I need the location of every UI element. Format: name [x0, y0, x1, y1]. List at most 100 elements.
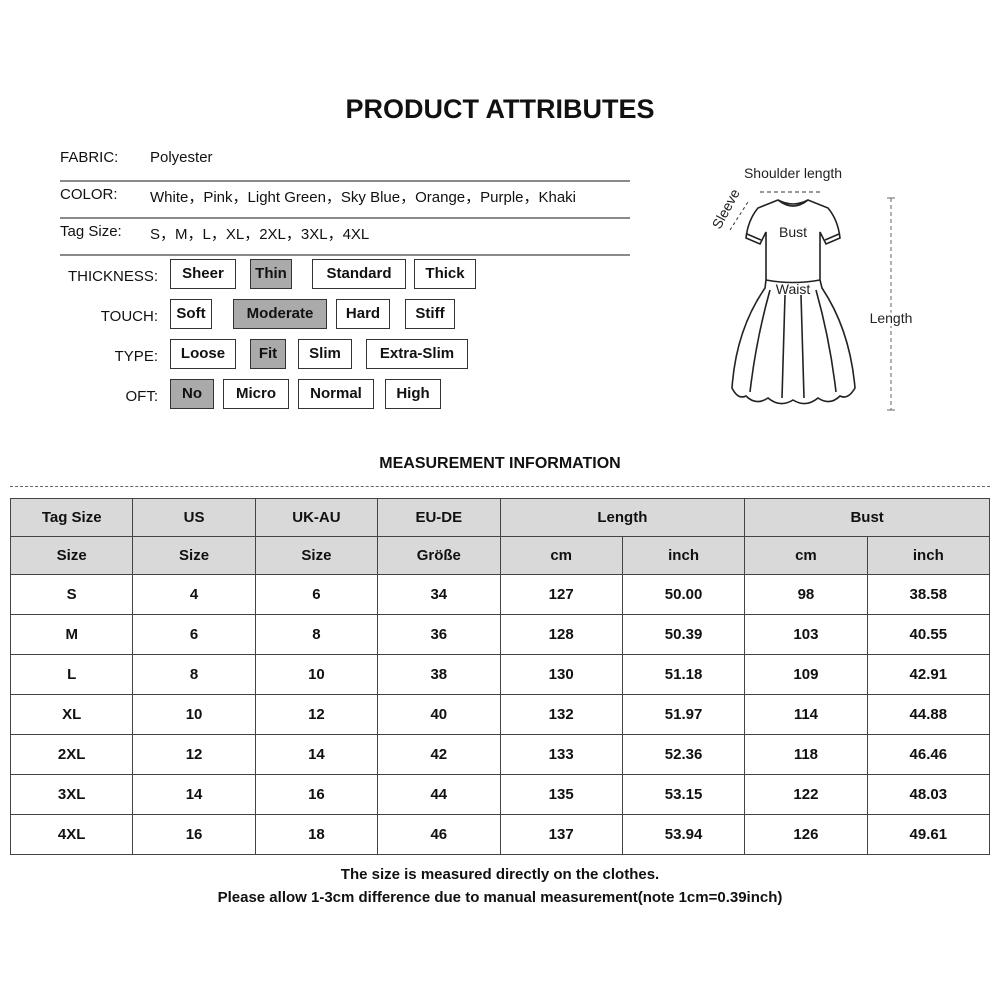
table-cell: 6 — [132, 614, 256, 655]
table-cell: 118 — [744, 734, 868, 775]
option-touch-moderate: Moderate — [233, 299, 327, 329]
table-cell: 4 — [132, 574, 256, 615]
table-row: XL 10 12 40 132 51.97 114 44.88 — [9, 694, 991, 735]
table-cell: 44.88 — [866, 694, 991, 735]
page-title: PRODUCT ATTRIBUTES — [345, 94, 655, 124]
table-cell: 42 — [377, 734, 501, 775]
option-label: TYPE: — [114, 348, 158, 365]
table-cell: M — [9, 614, 134, 655]
table-cell: 51.97 — [621, 694, 746, 735]
table-cell: 109 — [744, 654, 868, 695]
option-touch-soft: Soft — [170, 299, 212, 329]
attr-tag-size: Tag Size: S，M，L，XL，2XL，3XL，4XL — [60, 217, 630, 256]
option-thickness-thick: Thick — [414, 259, 476, 289]
table-cell: 103 — [744, 614, 868, 655]
attr-label: Tag Size: — [60, 223, 122, 240]
subheader-cell: cm — [744, 536, 868, 575]
header-cell: EU-DE — [377, 498, 501, 537]
table-cell: 50.39 — [621, 614, 746, 655]
header-cell: Length — [499, 498, 746, 537]
subheader-cell: Size — [254, 536, 379, 575]
table-cell: 6 — [254, 574, 379, 615]
table-cell: 3XL — [9, 774, 134, 815]
table-cell: 137 — [499, 814, 623, 855]
attr-label: COLOR: — [60, 186, 118, 203]
table-cell: 128 — [499, 614, 623, 655]
table-cell: 49.61 — [866, 814, 991, 855]
table-cell: 46 — [377, 814, 501, 855]
table-cell: 38 — [377, 654, 501, 695]
attr-color: COLOR: White，Pink，Light Green，Sky Blue，O… — [60, 180, 630, 219]
table-cell: 34 — [377, 574, 501, 615]
length-label: Length — [870, 310, 913, 326]
table-cell: 114 — [744, 694, 868, 735]
table-cell: 48.03 — [866, 774, 991, 815]
option-row-type: TYPE: Loose Fit Slim Extra-Slim — [0, 339, 600, 371]
table-cell: 52.36 — [621, 734, 746, 775]
table-row: 4XL 16 18 46 137 53.94 126 49.61 — [9, 814, 991, 855]
header-cell: US — [132, 498, 256, 537]
table-cell: 53.94 — [621, 814, 746, 855]
option-label: OFT: — [125, 388, 159, 405]
measurement-title: MEASUREMENT INFORMATION — [379, 455, 621, 472]
header-cell: Bust — [744, 498, 990, 537]
table-cell: 42.91 — [866, 654, 991, 695]
table-cell: S — [9, 574, 134, 615]
table-row: L 8 10 38 130 51.18 109 42.91 — [9, 654, 991, 695]
subheader-cell: Size — [9, 536, 134, 575]
option-label: THICKNESS: — [67, 268, 158, 285]
table-cell: 8 — [254, 614, 379, 655]
table-cell: 14 — [132, 774, 256, 815]
option-oft-no: No — [170, 379, 214, 409]
table-row: 2XL 12 14 42 133 52.36 118 46.46 — [9, 734, 991, 775]
table-cell: 18 — [254, 814, 379, 855]
option-oft-normal: Normal — [298, 379, 374, 409]
option-thickness-sheer: Sheer — [170, 259, 236, 289]
attr-value: Polyester — [150, 149, 213, 166]
note-measured: The size is measured directly on the clo… — [340, 866, 660, 883]
table-cell: 44 — [377, 774, 501, 815]
table-cell: 12 — [132, 734, 256, 775]
table-cell: 16 — [254, 774, 379, 815]
table-cell: 40 — [377, 694, 501, 735]
option-type-slim: Slim — [298, 339, 352, 369]
table-cell: 127 — [499, 574, 623, 615]
table-cell: 10 — [254, 654, 379, 695]
sleeve-label: Sleeve — [709, 186, 743, 231]
dress-diagram: Shoulder length Sleeve Bust Waist Length — [709, 165, 915, 411]
table-row: M 6 8 36 128 50.39 103 40.55 — [9, 614, 991, 655]
dress-outline — [731, 199, 856, 405]
table-cell: 14 — [254, 734, 379, 775]
table-cell: 12 — [254, 694, 379, 735]
option-row-oft: OFT: No Micro Normal High — [0, 379, 600, 411]
table-cell: 98 — [744, 574, 868, 615]
size-table: Tag Size US UK-AU EU-DE Length Bust Size Size Si… — [9, 498, 991, 855]
table-cell: 38.58 — [866, 574, 991, 615]
option-row-thickness: THICKNESS: Sheer Thin Standard Thick — [0, 259, 600, 291]
table-cell: 122 — [744, 774, 868, 815]
option-type-extra-slim: Extra-Slim — [366, 339, 468, 369]
table-cell: 53.15 — [621, 774, 746, 815]
table-cell: 8 — [132, 654, 256, 695]
table-cell: 50.00 — [621, 574, 746, 615]
table-cell: XL — [9, 694, 134, 735]
option-oft-micro: Micro — [223, 379, 289, 409]
option-row-touch: TOUCH: Soft Moderate Hard Stiff — [0, 299, 600, 331]
table-cell: 133 — [499, 734, 623, 775]
bust-label: Bust — [779, 224, 807, 240]
table-cell: 130 — [499, 654, 623, 695]
option-thickness-thin: Thin — [250, 259, 292, 289]
header-cell: UK-AU — [254, 498, 379, 537]
option-thickness-standard: Standard — [312, 259, 406, 289]
subheader-cell: Size — [132, 536, 256, 575]
attr-label: FABRIC: — [60, 149, 119, 166]
table-row: S 4 6 34 127 50.00 98 38.58 — [9, 574, 991, 615]
table-cell: 135 — [499, 774, 623, 815]
option-type-loose: Loose — [170, 339, 236, 369]
table-header-row: Tag Size US UK-AU EU-DE Length Bust — [9, 498, 990, 537]
table-cell: 51.18 — [621, 654, 746, 695]
subheader-cell: inch — [866, 536, 991, 575]
table-subheader-row: Size Size Size Größe cm inch cm inch — [9, 536, 991, 575]
table-cell: 126 — [744, 814, 868, 855]
table-cell: 36 — [377, 614, 501, 655]
